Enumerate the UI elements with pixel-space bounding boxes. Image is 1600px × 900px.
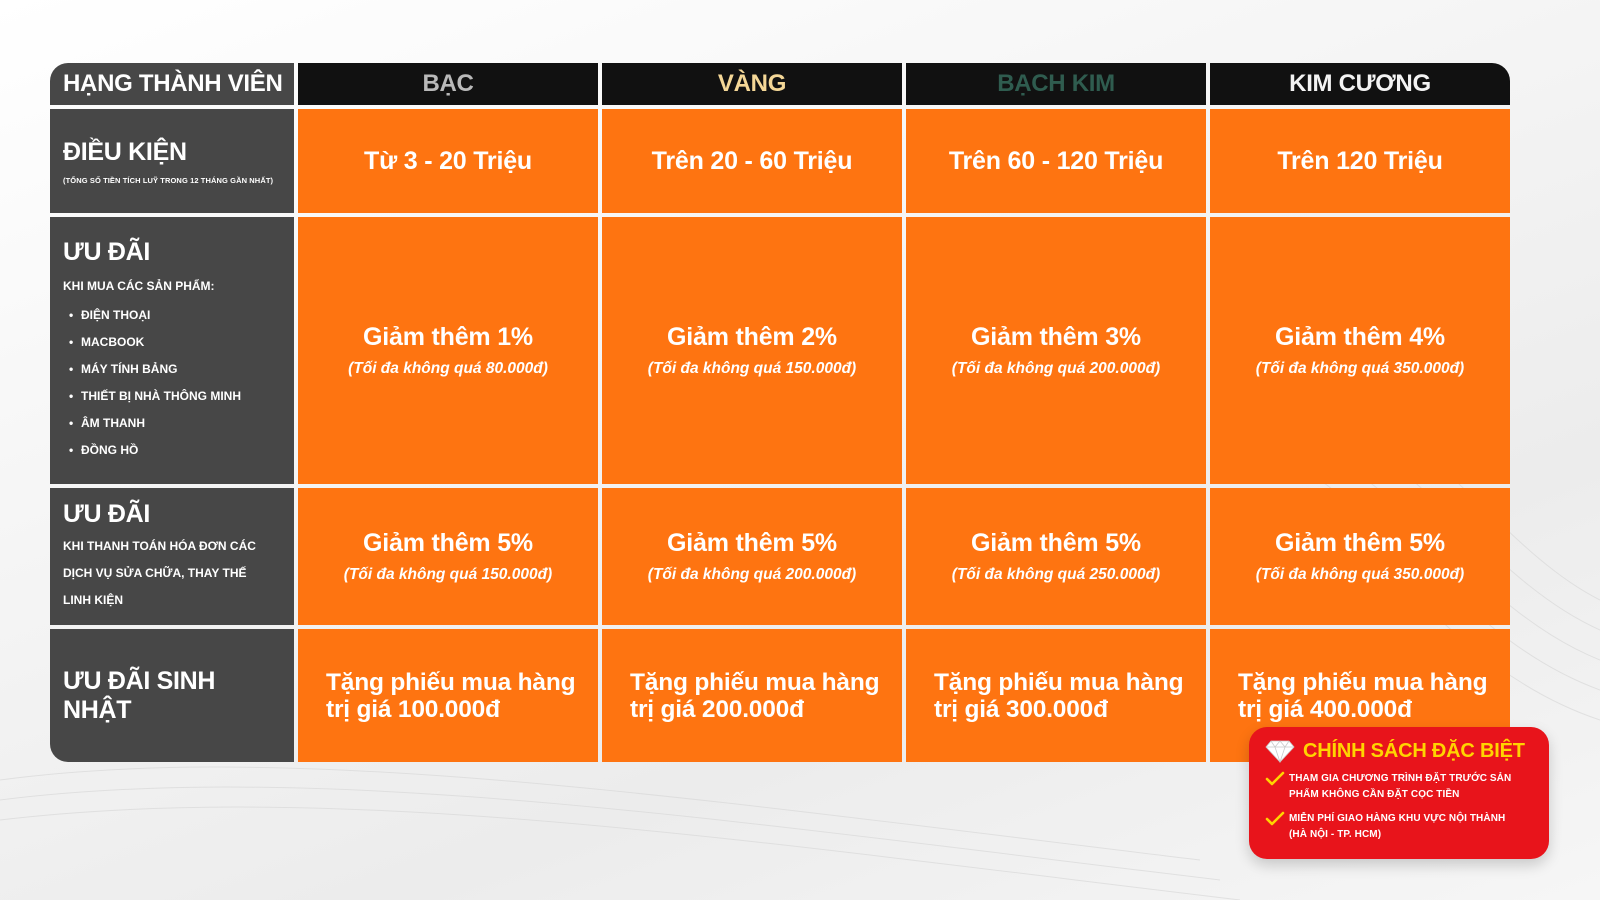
special-policy-header: CHÍNH SÁCH ĐẶC BIỆT xyxy=(1265,739,1535,763)
product-offer-gold: Giảm thêm 2% (Tối đa không quá 150.000đ) xyxy=(602,217,902,484)
bullet-icon: • xyxy=(69,334,74,349)
service-offer-platinum: Giảm thêm 5% (Tối đa không quá 250.000đ) xyxy=(906,488,1206,625)
tier-header-gold: VÀNG xyxy=(602,63,902,105)
discount-cap: (Tối đa không quá 80.000đ) xyxy=(348,360,548,377)
tier-header-label: HẠNG THÀNH VIÊN xyxy=(50,63,294,105)
service-offer-diamond: Giảm thêm 5% (Tối đa không quá 350.000đ) xyxy=(1210,488,1510,625)
birthday-platinum: Tặng phiếu mua hàng trị giá 300.000đ xyxy=(906,629,1206,762)
discount-value: Giảm thêm 5% xyxy=(363,529,533,557)
product-offer-label: ƯU ĐÃI KHI MUA CÁC SẢN PHẨM: • ĐIỆN THOẠI… xyxy=(50,217,294,484)
product-offer-platinum: Giảm thêm 3% (Tối đa không quá 200.000đ) xyxy=(906,217,1206,484)
bullet-icon: • xyxy=(69,388,74,403)
check-icon xyxy=(1265,771,1285,786)
voucher-line: Tặng phiếu mua hàng xyxy=(630,668,880,696)
discount-value: Giảm thêm 5% xyxy=(1275,529,1445,557)
condition-value: Trên 60 - 120 Triệu xyxy=(948,146,1164,175)
voucher-line: Tặng phiếu mua hàng xyxy=(1238,668,1488,696)
discount-cap: (Tối đa không quá 250.000đ) xyxy=(951,566,1161,583)
service-offer-label: ƯU ĐÃI KHI THANH TOÁN HÓA ĐƠN CÁC DỊCH V… xyxy=(50,488,294,625)
list-item: • ÂM THANH xyxy=(63,410,288,437)
discount-value: Giảm thêm 5% xyxy=(971,529,1141,557)
service-offer-line: KHI THANH TOÁN HÓA ĐƠN CÁC xyxy=(63,538,256,553)
condition-platinum: Trên 60 - 120 Triệu xyxy=(906,109,1206,213)
service-offer-silver: Giảm thêm 5% (Tối đa không quá 150.000đ) xyxy=(298,488,598,625)
discount-cap: (Tối đa không quá 350.000đ) xyxy=(1255,566,1465,583)
condition-value: Từ 3 - 20 Triệu xyxy=(364,146,532,175)
membership-tier-table: HẠNG THÀNH VIÊN BẠC VÀNG BẠCH KIM KIM CƯ… xyxy=(50,63,1510,762)
bullet-icon: • xyxy=(69,307,74,322)
list-item: THAM GIA CHƯƠNG TRÌNH ĐẶT TRƯỚC SẢN PHẨM… xyxy=(1265,771,1535,803)
check-icon xyxy=(1265,811,1285,826)
product-category: MACBOOK xyxy=(81,334,145,349)
product-offer-silver: Giảm thêm 1% (Tối đa không quá 80.000đ) xyxy=(298,217,598,484)
birthday-gold: Tặng phiếu mua hàng trị giá 200.000đ xyxy=(602,629,902,762)
product-category-list: • ĐIỆN THOẠI • MACBOOK • MÁY TÍNH BẢNG • THI… xyxy=(63,302,288,464)
list-item: • MÁY TÍNH BẢNG xyxy=(63,356,288,383)
conditions-subtitle: (TỔNG SỐ TIỀN TÍCH LUỸ TRONG 12 THÁNG GẦ… xyxy=(63,175,274,185)
discount-cap: (Tối đa không quá 150.000đ) xyxy=(343,566,553,583)
product-offer-diamond: Giảm thêm 4% (Tối đa không quá 350.000đ) xyxy=(1210,217,1510,484)
product-category: THIẾT BỊ NHÀ THÔNG MINH xyxy=(81,388,241,403)
product-offer-title: ƯU ĐÃI xyxy=(63,237,150,266)
tier-header-platinum: BẠCH KIM xyxy=(906,63,1206,105)
list-item: • ĐIỆN THOẠI xyxy=(63,302,288,329)
list-item: • ĐỒNG HỒ xyxy=(63,437,288,464)
voucher-value: trị giá 200.000đ xyxy=(630,695,804,723)
list-item: • THIẾT BỊ NHÀ THÔNG MINH xyxy=(63,383,288,410)
condition-value: Trên 120 Triệu xyxy=(1277,146,1443,175)
service-offer-line: DỊCH VỤ SỬA CHỮA, THAY THẾ xyxy=(63,565,247,580)
discount-cap: (Tối đa không quá 350.000đ) xyxy=(1255,360,1465,377)
bullet-icon: • xyxy=(69,415,74,430)
special-policy-line: MIỄN PHÍ GIAO HÀNG KHU VỰC NỘI THÀNH xyxy=(1289,813,1506,824)
special-policy-card: CHÍNH SÁCH ĐẶC BIỆT THAM GIA CHƯƠNG TRÌN… xyxy=(1249,727,1549,859)
voucher-line: Tặng phiếu mua hàng xyxy=(326,668,576,696)
product-category: ĐIỆN THOẠI xyxy=(81,307,151,322)
voucher-line: Tặng phiếu mua hàng xyxy=(934,668,1184,696)
diamond-icon xyxy=(1265,740,1295,763)
product-offer-subtitle: KHI MUA CÁC SẢN PHẨM: xyxy=(63,278,215,293)
tier-header-diamond: KIM CƯƠNG xyxy=(1210,63,1510,105)
condition-gold: Trên 20 - 60 Triệu xyxy=(602,109,902,213)
discount-cap: (Tối đa không quá 200.000đ) xyxy=(951,360,1161,377)
voucher-value: trị giá 300.000đ xyxy=(934,695,1108,723)
discount-cap: (Tối đa không quá 150.000đ) xyxy=(647,360,857,377)
bullet-icon: • xyxy=(69,361,74,376)
special-policy-line: THAM GIA CHƯƠNG TRÌNH ĐẶT TRƯỚC SẢN xyxy=(1289,773,1512,784)
product-category: ÂM THANH xyxy=(81,415,145,430)
birthday-silver: Tặng phiếu mua hàng trị giá 100.000đ xyxy=(298,629,598,762)
voucher-value: trị giá 100.000đ xyxy=(326,695,500,723)
voucher-value: trị giá 400.000đ xyxy=(1238,695,1412,723)
service-offer-title: ƯU ĐÃI xyxy=(63,499,150,528)
special-policy-title: CHÍNH SÁCH ĐẶC BIỆT xyxy=(1303,739,1525,762)
condition-silver: Từ 3 - 20 Triệu xyxy=(298,109,598,213)
birthday-title: ƯU ĐÃI SINH NHẬT xyxy=(63,666,216,724)
discount-value: Giảm thêm 1% xyxy=(363,323,533,351)
discount-value: Giảm thêm 4% xyxy=(1275,323,1445,351)
special-policy-text: MIỄN PHÍ GIAO HÀNG KHU VỰC NỘI THÀNH (HÀ… xyxy=(1289,811,1505,843)
discount-value: Giảm thêm 3% xyxy=(971,323,1141,351)
conditions-title: ĐIỀU KIỆN xyxy=(63,137,187,166)
service-offer-line: LINH KIỆN xyxy=(63,592,123,607)
special-policy-line: PHẨM KHÔNG CẦN ĐẶT CỌC TIỀN xyxy=(1289,789,1460,800)
discount-cap: (Tối đa không quá 200.000đ) xyxy=(647,566,857,583)
tier-header-silver: BẠC xyxy=(298,63,598,105)
condition-diamond: Trên 120 Triệu xyxy=(1210,109,1510,213)
discount-value: Giảm thêm 5% xyxy=(667,529,837,557)
product-category: ĐỒNG HỒ xyxy=(81,442,139,457)
service-offer-gold: Giảm thêm 5% (Tối đa không quá 200.000đ) xyxy=(602,488,902,625)
bullet-icon: • xyxy=(69,442,74,457)
conditions-label: ĐIỀU KIỆN (TỔNG SỐ TIỀN TÍCH LUỸ TRONG 1… xyxy=(50,109,294,213)
discount-value: Giảm thêm 2% xyxy=(667,323,837,351)
condition-value: Trên 20 - 60 Triệu xyxy=(651,146,853,175)
birthday-label: ƯU ĐÃI SINH NHẬT xyxy=(50,629,294,762)
list-item: MIỄN PHÍ GIAO HÀNG KHU VỰC NỘI THÀNH (HÀ… xyxy=(1265,811,1535,843)
list-item: • MACBOOK xyxy=(63,329,288,356)
product-category: MÁY TÍNH BẢNG xyxy=(81,361,178,376)
special-policy-line: (HÀ NỘI - TP. HCM) xyxy=(1289,829,1382,840)
special-policy-text: THAM GIA CHƯƠNG TRÌNH ĐẶT TRƯỚC SẢN PHẨM… xyxy=(1289,771,1511,803)
